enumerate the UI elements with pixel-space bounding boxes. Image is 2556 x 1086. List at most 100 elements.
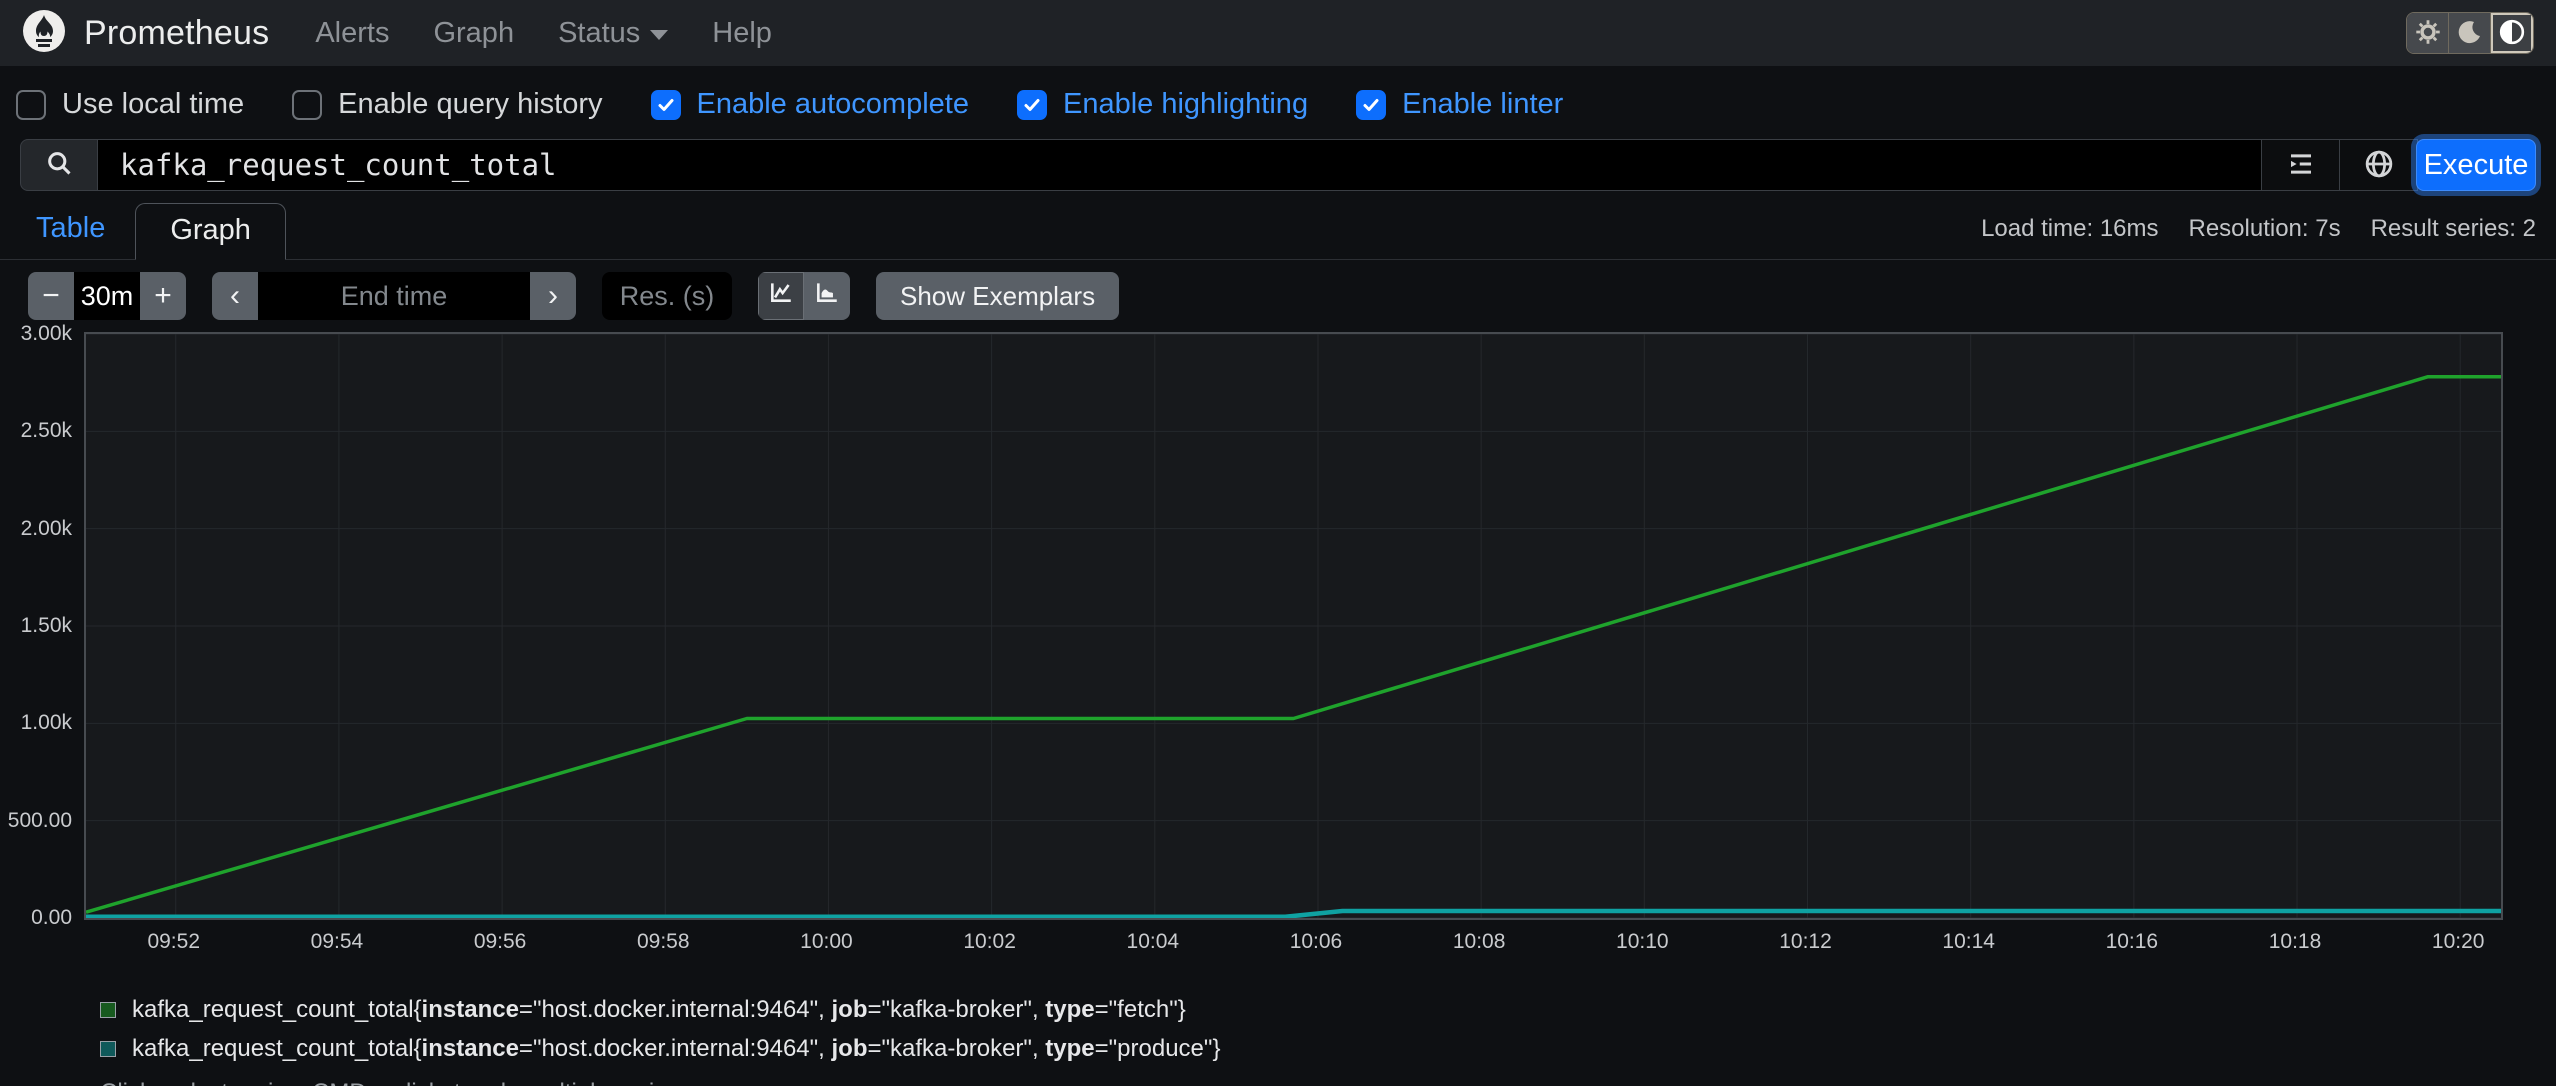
series-line <box>86 908 2501 918</box>
prometheus-brand[interactable]: Prometheus <box>22 9 269 58</box>
x-tick-label: 09:58 <box>636 930 690 953</box>
theme-auto-button[interactable] <box>2491 13 2533 53</box>
theme-dark-button[interactable] <box>2449 13 2491 53</box>
resolution-input[interactable] <box>602 272 732 320</box>
chart-area: 0.00 500.00 1.00k 1.50k 2.00k 2.50k 3.00k 09:5… <box>0 322 2556 972</box>
prometheus-logo-icon <box>22 9 66 58</box>
end-time-input[interactable] <box>258 272 530 320</box>
legend-series-item[interactable]: kafka_request_count_total{instance="host… <box>100 1035 2556 1063</box>
nav-status-dropdown[interactable]: Status <box>558 17 669 50</box>
chart-legend: kafka_request_count_total{instance="host… <box>100 996 2556 1063</box>
plot-region[interactable] <box>84 332 2503 920</box>
contrast-icon <box>2499 19 2525 48</box>
series-color-swatch-icon <box>100 1041 116 1057</box>
back-time-button[interactable]: ‹ <box>212 272 258 320</box>
load-time-stat: Load time: 16ms <box>1981 215 2159 242</box>
option-label: Enable highlighting <box>1062 88 1309 120</box>
x-tick-label: 10:12 <box>1779 930 1832 953</box>
checkbox-checked-icon <box>1356 89 1387 120</box>
graph-controls: − + ‹ › Show Exemplars <box>28 272 2556 320</box>
x-tick-label: 10:20 <box>2431 930 2485 953</box>
checkbox-unchecked-icon <box>16 89 46 120</box>
nav-alerts[interactable]: Alerts <box>315 16 390 49</box>
navbar: Prometheus Alerts Graph Status Help <box>0 0 2556 66</box>
nav-links: Alerts Graph Status Help <box>315 17 772 50</box>
tab-table[interactable]: Table <box>36 212 106 244</box>
decrease-range-button[interactable]: − <box>28 272 74 320</box>
option-checkbox-use-local-time[interactable]: Use local time <box>16 88 244 121</box>
metrics-explorer-icon <box>2286 149 2316 182</box>
x-tick-label: 09:56 <box>473 930 527 953</box>
x-tick-label: 09:52 <box>147 930 201 953</box>
option-checkbox-enable-query-history[interactable]: Enable query history <box>292 88 603 121</box>
x-tick-label: 10:00 <box>800 930 853 953</box>
search-addon <box>20 139 98 191</box>
query-stats: Load time: 16ms Resolution: 7s Result se… <box>1981 215 2536 243</box>
series-line <box>86 375 2501 914</box>
forward-time-button[interactable]: › <box>530 272 576 320</box>
option-label: Enable linter <box>1402 88 1564 120</box>
show-exemplars-button[interactable]: Show Exemplars <box>876 272 1120 320</box>
globe-icon <box>2364 149 2394 182</box>
chart-style-group <box>758 272 850 320</box>
line-chart-icon <box>768 279 794 313</box>
execute-button[interactable]: Execute <box>2416 139 2536 191</box>
x-tick-label: 10:10 <box>1616 930 1669 953</box>
option-label: Use local time <box>62 88 245 120</box>
option-checkbox-enable-linter[interactable]: Enable linter <box>1356 88 1563 121</box>
metrics-explorer-button[interactable] <box>2262 139 2340 191</box>
resolution-stat: Resolution: 7s <box>2188 215 2341 242</box>
x-tick-label: 10:08 <box>1452 930 1506 953</box>
global-query-button[interactable] <box>2340 139 2418 191</box>
stacked-chart-icon <box>814 279 840 313</box>
option-checkbox-enable-highlighting[interactable]: Enable highlighting <box>1016 88 1309 121</box>
y-tick-label: 1.00k <box>20 711 72 735</box>
y-tick-label: 1.50k <box>20 614 72 637</box>
moon-icon <box>2458 20 2482 47</box>
y-tick-label: 3.00k <box>20 322 72 345</box>
option-label: Enable autocomplete <box>696 88 969 120</box>
query-expression-input[interactable] <box>98 139 2262 191</box>
option-label: Enable query history <box>338 88 603 120</box>
legend-series-item[interactable]: kafka_request_count_total{instance="host… <box>100 996 2556 1024</box>
checkbox-unchecked-icon <box>292 89 323 120</box>
x-tick-label: 09:54 <box>310 930 364 953</box>
y-tick-label: 500.00 <box>7 808 72 832</box>
nav-graph[interactable]: Graph <box>433 16 515 49</box>
x-tick-label: 10:18 <box>2268 930 2322 953</box>
y-tick-label: 2.50k <box>20 419 72 443</box>
x-tick-label: 10:04 <box>1126 930 1180 953</box>
tab-graph[interactable]: Graph <box>135 203 286 260</box>
x-tick-label: 10:16 <box>2105 930 2159 953</box>
y-tick-label: 0.00 <box>31 906 72 929</box>
result-tabs: Table Graph Load time: 16ms Resolution: … <box>0 203 2556 260</box>
result-series-stat: Result series: 2 <box>2370 215 2536 242</box>
x-tick-label: 10:06 <box>1289 930 1343 953</box>
x-tick-label: 10:14 <box>1942 930 1995 953</box>
line-chart-button[interactable] <box>758 272 804 320</box>
app-title: Prometheus <box>84 13 270 52</box>
chart-svg <box>86 334 2501 918</box>
y-tick-label: 2.00k <box>20 516 72 540</box>
x-tick-label: 10:02 <box>963 930 1016 953</box>
checkbox-checked-icon <box>650 89 681 120</box>
legend-hint: Click: select series, CMD + click: toggl… <box>100 1079 2556 1086</box>
nav-help[interactable]: Help <box>712 16 772 49</box>
increase-range-button[interactable]: + <box>140 272 186 320</box>
sun-gear-icon <box>2415 19 2441 48</box>
series-label: kafka_request_count_total{instance="host… <box>132 1035 1221 1062</box>
theme-toggle-group <box>2406 12 2534 54</box>
stacked-chart-button[interactable] <box>804 272 850 320</box>
range-group: − + <box>28 272 186 320</box>
option-checkbox-enable-autocomplete[interactable]: Enable autocomplete <box>650 88 969 121</box>
end-time-group: ‹ › <box>212 272 576 320</box>
range-input[interactable] <box>74 272 140 320</box>
series-color-swatch-icon <box>100 1002 116 1018</box>
checkbox-checked-icon <box>1016 89 1047 120</box>
query-bar: Execute <box>20 139 2536 191</box>
theme-light-button[interactable] <box>2407 13 2449 53</box>
search-icon <box>45 149 73 182</box>
chevron-down-icon <box>650 30 669 40</box>
series-label: kafka_request_count_total{instance="host… <box>132 996 1186 1023</box>
query-options-row: Use local time Enable query history Enable… <box>0 66 2556 139</box>
